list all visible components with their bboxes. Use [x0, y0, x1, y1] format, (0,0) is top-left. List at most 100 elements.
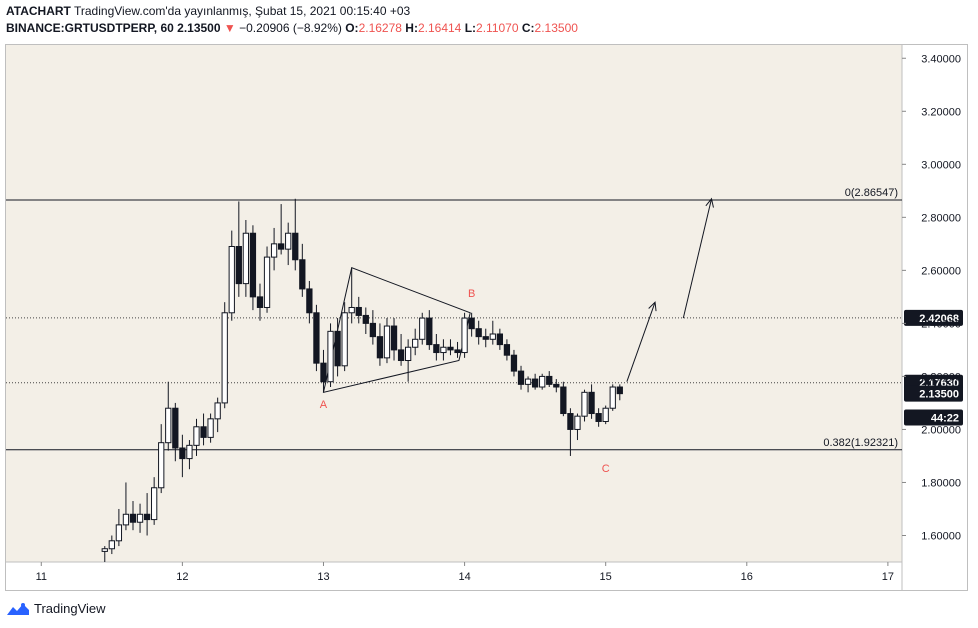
- chart-frame[interactable]: 0(2.86547) 0.382(1.92321) 2.42068 2.17630 2.…: [5, 44, 968, 591]
- candle-body: [193, 426, 200, 446]
- candle-body: [143, 513, 151, 521]
- x-tick-label: 14: [458, 571, 470, 583]
- candle-body: [390, 325, 398, 351]
- candle-body: [482, 336, 489, 340]
- candle-body: [602, 407, 609, 422]
- candle-body: [334, 330, 341, 367]
- publish-info: TradingView.com'da yayınlanmış, Şubat 15…: [74, 4, 411, 18]
- x-tick-label: 12: [176, 571, 188, 583]
- time-axis-background: [6, 562, 902, 590]
- candle-body: [595, 413, 602, 422]
- candle-body: [136, 513, 144, 523]
- candle-body: [496, 333, 504, 346]
- candle-body: [454, 349, 461, 354]
- tradingview-brand[interactable]: TradingView: [34, 601, 106, 616]
- projection-arrow-head: [648, 301, 657, 312]
- candle-body: [588, 391, 595, 415]
- x-tick-label: 16: [741, 571, 753, 583]
- candle-body: [468, 317, 475, 330]
- y-tick-label: 2.00000: [921, 424, 961, 436]
- x-tick-label: 17: [882, 571, 894, 583]
- y-tick-label: 3.20000: [921, 106, 961, 118]
- x-tick-label: 15: [600, 571, 612, 583]
- fib-level-label: 0.382(1.92321): [823, 437, 898, 449]
- candle-body: [560, 386, 567, 415]
- fib-level-label: 0(2.86547): [845, 187, 898, 199]
- y-tick-label: 3.00000: [921, 159, 961, 171]
- candle-body: [270, 243, 278, 258]
- x-tick-label: 11: [36, 571, 47, 583]
- low-value: 2.11070: [476, 21, 519, 35]
- y-tick-label: 2.80000: [921, 212, 961, 224]
- chart-header-line2: BINANCE:GRTUSDTPERP, 60 2.13500 ▼ −0.209…: [6, 21, 578, 35]
- candle-body: [440, 346, 447, 354]
- candle-body: [221, 312, 228, 404]
- y-tick-label: 2.60000: [921, 265, 961, 277]
- candle-body: [426, 317, 433, 346]
- symbol-label[interactable]: BINANCE:GRTUSDTPERP, 60: [6, 21, 174, 35]
- candle-body: [531, 378, 539, 388]
- high-value: 2.16414: [417, 21, 462, 35]
- candle-body: [320, 362, 327, 383]
- candle-body: [503, 344, 511, 356]
- candle-body: [447, 346, 454, 351]
- candle-body: [313, 312, 320, 364]
- candle-body: [553, 383, 560, 388]
- price-change: −0.20906 (−8.92%): [239, 21, 342, 35]
- candle-body: [108, 540, 115, 550]
- author-name[interactable]: ATACHART: [6, 4, 71, 18]
- projection-arrow: [682, 198, 712, 319]
- candle-body: [158, 442, 165, 489]
- candle-body: [306, 288, 313, 314]
- down-arrow-icon: ▼: [223, 21, 236, 35]
- y-tick-label: 1.80000: [921, 477, 961, 489]
- price-label-text: 2.42068: [919, 313, 959, 325]
- candle-body: [581, 391, 588, 417]
- candle-body: [546, 375, 553, 385]
- candle-body: [235, 245, 242, 285]
- candle-body: [172, 407, 179, 449]
- close-value: 2.13500: [534, 21, 578, 35]
- candle-body: [101, 548, 108, 552]
- candle-body: [327, 330, 334, 383]
- candle-body: [299, 259, 306, 290]
- low-label: L:: [464, 21, 477, 35]
- y-tick-label: 2.40000: [921, 318, 961, 330]
- price-label-box: [904, 309, 963, 326]
- x-tick-label: 13: [317, 571, 329, 583]
- open-value: 2.16278: [358, 21, 402, 35]
- candle-body: [376, 336, 384, 359]
- candle-body: [186, 444, 193, 460]
- candle-body: [524, 378, 532, 385]
- candlestick-chart[interactable]: 0(2.86547)0.382(1.92321)2.420682.176302.…: [6, 45, 967, 590]
- tradingview-logo-icon[interactable]: [6, 602, 30, 616]
- price-label-box: [904, 385, 963, 402]
- candle-body: [278, 243, 285, 250]
- y-tick-label: 2.20000: [921, 371, 961, 383]
- price-label-text: 2.13500: [919, 389, 959, 401]
- projection-arrow-head: [705, 197, 714, 208]
- candle-body: [517, 370, 525, 385]
- close-label: C:: [521, 21, 535, 35]
- candle-body: [383, 325, 391, 359]
- candle-body: [539, 375, 546, 388]
- candle-body: [115, 524, 123, 542]
- high-label: H:: [405, 21, 418, 35]
- candle-body: [249, 232, 257, 298]
- candle-body: [242, 232, 250, 285]
- candle-body: [200, 426, 207, 438]
- candle-body: [292, 232, 299, 261]
- candle-body: [419, 317, 426, 340]
- price-label-box: [904, 409, 963, 426]
- candle-body: [567, 413, 574, 430]
- candle-body: [151, 487, 158, 521]
- candle-body: [214, 402, 221, 420]
- candle-body: [263, 256, 271, 308]
- candle-body: [433, 344, 440, 354]
- y-tick-label: 3.40000: [921, 53, 961, 65]
- candle-body: [616, 386, 623, 395]
- candle-body: [122, 513, 130, 526]
- price-label-text: 44:22: [931, 413, 959, 425]
- candle-body: [285, 232, 292, 250]
- candle-body: [475, 328, 482, 338]
